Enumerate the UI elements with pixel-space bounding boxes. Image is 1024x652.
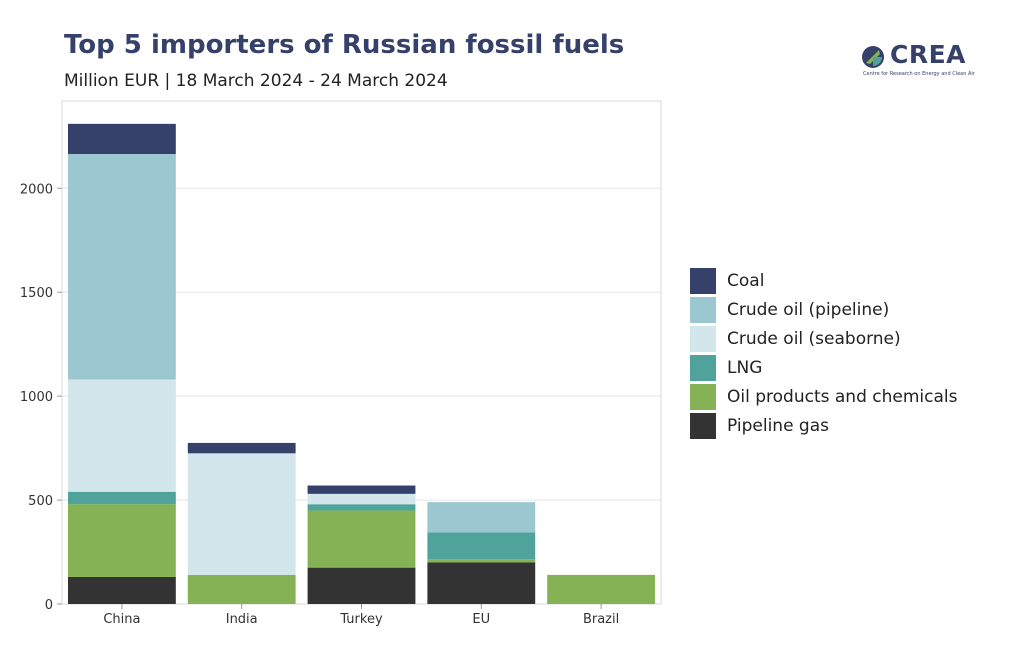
bar-segment-turkey-coal [307, 485, 416, 494]
crea-leaf-icon [862, 46, 884, 68]
legend-swatch [690, 412, 716, 439]
bar-segment-india-oil-products-and-chemicals [187, 574, 296, 604]
legend-swatch [690, 383, 716, 410]
crea-logo: CREA Centre for Research on Energy and C… [860, 40, 980, 84]
bar-segment-eu-pipeline-gas [427, 562, 536, 604]
legend-label: Crude oil (pipeline) [727, 299, 890, 320]
legend-item: Crude oil (pipeline) [690, 295, 957, 324]
y-tick-label: 500 [28, 494, 53, 509]
logo-tagline: Centre for Research on Energy and Clean … [863, 71, 975, 77]
legend-item: Pipeline gas [690, 411, 957, 440]
bar-segment-brazil-oil-products-and-chemicals [547, 574, 656, 604]
bar-segment-china-crude-oil-pipeline [67, 154, 176, 380]
bar-segment-china-coal [67, 123, 176, 155]
bar-segment-china-oil-products-and-chemicals [67, 504, 176, 577]
y-tick-label: 1000 [20, 390, 53, 405]
chart-subtitle: Million EUR | 18 March 2024 - 24 March 2… [64, 71, 448, 91]
bar-segment-china-pipeline-gas [67, 576, 176, 604]
y-tick-label: 2000 [20, 182, 53, 197]
x-tick-label: Turkey [339, 612, 383, 627]
legend-swatch [690, 267, 716, 294]
bars [67, 123, 656, 604]
bar-segment-turkey-oil-products-and-chemicals [307, 510, 416, 568]
bar-segment-turkey-crude-oil-seaborne [307, 493, 416, 505]
bar-segment-eu-lng [427, 532, 536, 560]
bar-segment-eu-oil-products-and-chemicals [427, 559, 536, 563]
y-tick-label: 0 [45, 598, 53, 613]
y-tick-label: 1500 [20, 286, 53, 301]
x-tick-label: EU [472, 612, 490, 627]
bar-segment-turkey-pipeline-gas [307, 567, 416, 604]
chart-legend: Coal Crude oil (pipeline) Crude oil (seabo… [690, 266, 957, 440]
legend-item: LNG [690, 353, 957, 382]
bar-segment-turkey-lng [307, 504, 416, 511]
bar-segment-china-lng [67, 491, 176, 505]
x-axis: China India Turkey EU Brazil [103, 604, 619, 627]
bar-segment-india-coal [187, 442, 296, 454]
legend-item: Oil products and chemicals [690, 382, 957, 411]
chart-title: Top 5 importers of Russian fossil fuels [64, 30, 625, 60]
legend-swatch [690, 296, 716, 323]
x-tick-label: Brazil [583, 612, 619, 627]
legend-swatch [690, 325, 716, 352]
legend-swatch [690, 354, 716, 381]
bar-segment-china-crude-oil-seaborne [67, 379, 176, 492]
legend-item: Coal [690, 266, 957, 295]
legend-label: Pipeline gas [727, 415, 829, 436]
legend-label: Oil products and chemicals [727, 386, 958, 407]
legend-label: Crude oil (seaborne) [727, 328, 901, 349]
bar-segment-eu-crude-oil-pipeline [427, 502, 536, 533]
legend-label: LNG [727, 357, 763, 378]
logo-wordmark: CREA [890, 40, 967, 69]
x-tick-label: India [226, 612, 258, 627]
x-tick-label: China [103, 612, 140, 627]
bar-segment-india-crude-oil-seaborne [187, 453, 296, 575]
y-axis: 0 500 1000 1500 2000 [20, 182, 62, 613]
legend-label: Coal [727, 270, 765, 291]
legend-item: Crude oil (seaborne) [690, 324, 957, 353]
